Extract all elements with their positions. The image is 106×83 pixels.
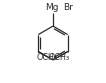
Text: Br: Br [63,3,73,12]
Text: Mg: Mg [45,3,59,12]
Text: OCH₃: OCH₃ [49,53,70,62]
Text: OCH₃: OCH₃ [36,53,57,62]
